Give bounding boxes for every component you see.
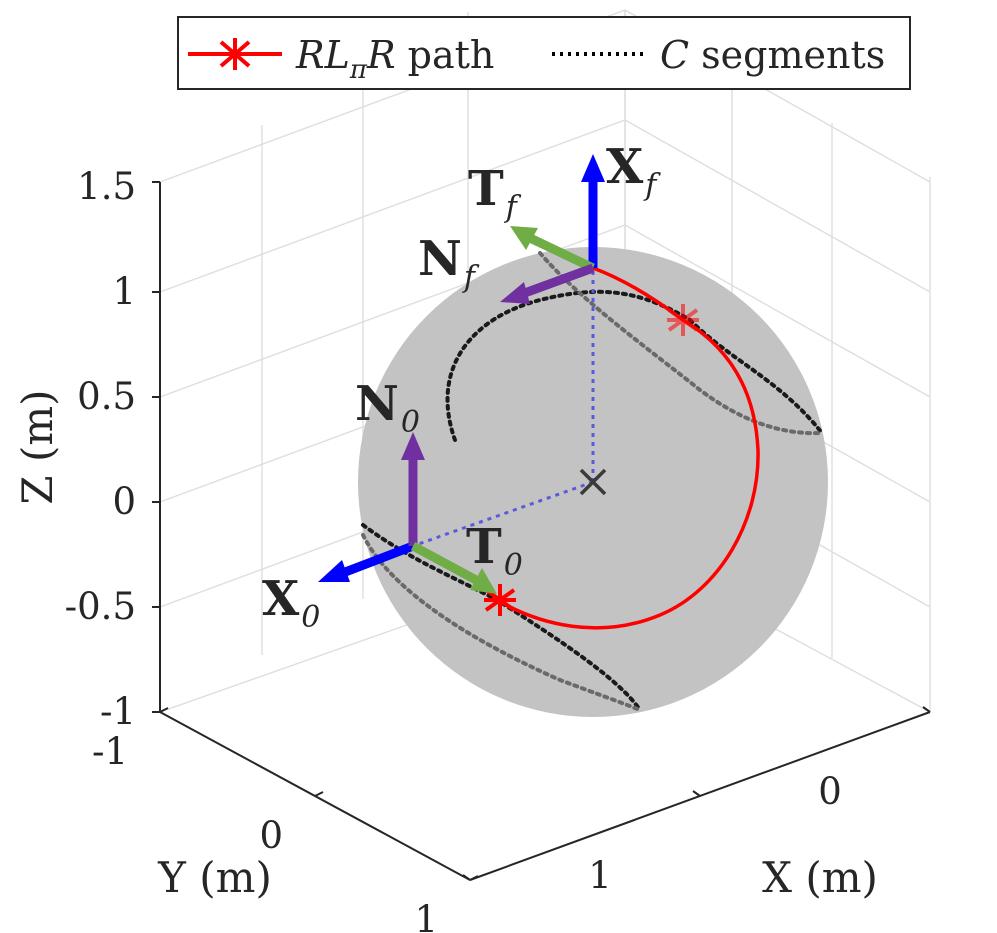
x-tick-label: 1 — [588, 854, 612, 897]
xf-arrow — [581, 154, 605, 268]
legend-box — [177, 16, 911, 90]
c-segment-upper-left — [445, 289, 692, 442]
tf-arrow — [510, 226, 595, 273]
legend-entry-c: C segments — [552, 33, 885, 77]
frame-labels: X0 N0 T0 Xf Tf Nf — [262, 139, 661, 635]
legend-entry-path: RLπR path — [188, 33, 494, 85]
label-n0: N0 — [355, 376, 420, 440]
label-tf: Tf — [468, 161, 522, 225]
z-tick-label: -1 — [100, 690, 136, 733]
c-segment-lower-left-back — [361, 533, 642, 712]
z-tick-label: 0 — [112, 480, 136, 523]
z-tick-label: 0.5 — [77, 375, 136, 418]
z-tick-label: -0.5 — [65, 585, 136, 628]
label-x0: X0 — [262, 571, 320, 635]
label-xf: Xf — [606, 139, 661, 203]
z-tick-label: 1 — [112, 270, 136, 313]
x-tick-label: 0 — [818, 770, 842, 813]
label-nf: Nf — [418, 231, 480, 295]
legend-label-path: RLπR path — [295, 33, 494, 85]
y-tick-label: 0 — [259, 814, 283, 857]
x0-arrow — [318, 541, 415, 582]
x-tick-labels: -101 — [588, 770, 842, 897]
c-segment-upper-right-back — [538, 251, 824, 436]
z-tick-labels: -1 -0.5 0 0.5 1 1.5 — [65, 165, 136, 733]
y-tick-label: 1 — [414, 898, 438, 933]
star-marker — [484, 584, 516, 616]
c-segments — [361, 251, 824, 712]
axes — [152, 181, 931, 881]
rlpir-path — [496, 266, 760, 630]
legend-label-c: C segments — [660, 33, 885, 77]
legend: RLπR path C segments — [177, 16, 911, 90]
path-markers — [484, 304, 699, 616]
y-axis-label: Y (m) — [157, 853, 272, 902]
t0-arrow — [410, 542, 497, 594]
center-marker — [579, 468, 607, 496]
z-tick-label: 1.5 — [77, 165, 136, 208]
label-t0: T0 — [466, 519, 523, 583]
final-frame — [500, 154, 605, 304]
x-axis-label: X (m) — [762, 853, 878, 902]
y-tick-label: -1 — [92, 730, 128, 773]
n0-arrow — [401, 432, 425, 546]
start-frame — [318, 432, 497, 594]
y-tick-labels: -1 0 1 — [92, 730, 438, 933]
nf-arrow — [500, 263, 595, 304]
star-marker — [667, 304, 699, 336]
z-axis-label: Z (m) — [13, 389, 62, 504]
